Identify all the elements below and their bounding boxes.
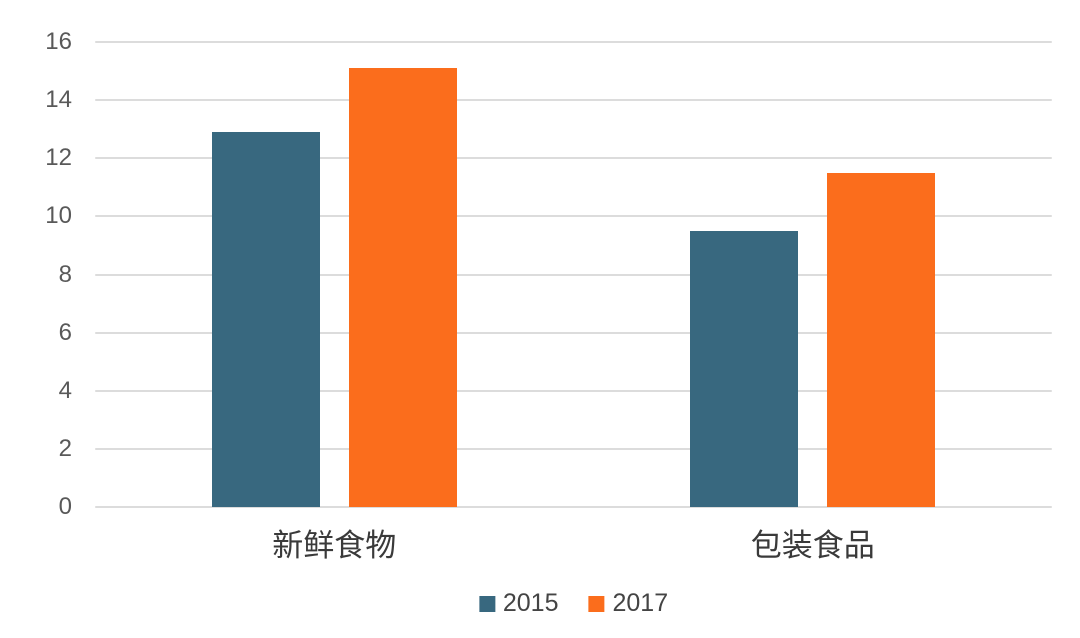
legend-item-2015: 2015 — [478, 589, 559, 618]
y-axis-tick-label: 10 — [45, 202, 72, 230]
y-axis-tick-label: 6 — [58, 318, 72, 346]
y-axis-tick-label: 0 — [58, 493, 72, 520]
gridline-y-2 — [95, 447, 1052, 450]
bar-2017-包装食品 — [827, 172, 936, 507]
gridline-y-14 — [95, 99, 1052, 102]
x-axis-category-label: 新鲜食物 — [272, 528, 397, 563]
gridline-y-16 — [95, 41, 1052, 43]
legend-label: 2017 — [612, 589, 669, 617]
y-axis-tick-label: 2 — [58, 434, 72, 462]
y-axis-tick-label: 16 — [45, 28, 72, 55]
legend-label: 2015 — [502, 589, 559, 617]
gridline-y-8 — [95, 273, 1052, 276]
y-axis-tick-label: 14 — [45, 86, 72, 114]
legend-item-2017: 2017 — [588, 589, 669, 618]
y-axis-tick-label: 4 — [58, 376, 72, 404]
legend-swatch-icon — [588, 595, 605, 612]
bar-2015-新鲜食物 — [211, 132, 320, 507]
y-axis-tick-label: 8 — [58, 260, 72, 288]
legend: 2015 2017 — [478, 589, 669, 618]
legend-swatch-icon — [478, 595, 495, 612]
gridline-y-0 — [95, 506, 1052, 508]
gridline-y-10 — [95, 215, 1052, 218]
bar-2015-包装食品 — [690, 230, 799, 507]
gridline-y-4 — [95, 389, 1052, 392]
gridline-y-12 — [95, 157, 1052, 160]
bar-2017-新鲜食物 — [348, 68, 457, 507]
gridline-y-6 — [95, 331, 1052, 334]
x-axis-category-label: 包装食品 — [750, 528, 875, 563]
y-axis-tick-label: 12 — [45, 144, 72, 172]
